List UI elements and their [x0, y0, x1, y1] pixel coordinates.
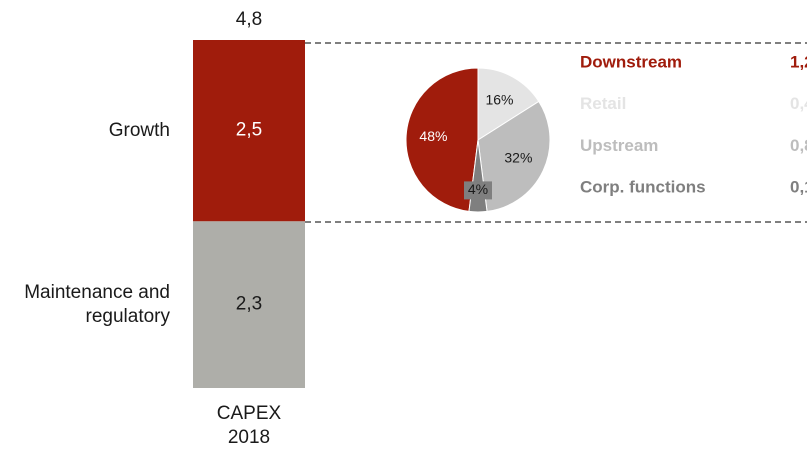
data-label: 48% [419, 128, 447, 144]
x-tick-label: CAPEX 2018 [216, 403, 282, 448]
pie-slice [477, 100, 551, 212]
legend-value: 0,8 [790, 136, 807, 155]
data-label: 32% [504, 150, 532, 166]
pie-slice [405, 67, 479, 212]
legend-value: 1,2 [790, 52, 807, 71]
legend-label: Retail [580, 94, 626, 113]
pie-slice [477, 67, 540, 141]
data-label: 2,3 [236, 294, 262, 315]
legend-label: Downstream [580, 52, 682, 71]
legend-label: Upstream [580, 136, 658, 155]
data-label: 2,5 [236, 120, 262, 141]
data-label: 16% [485, 92, 513, 108]
legend-value: 0,4 [790, 94, 807, 113]
total-label: 4,8 [236, 9, 262, 30]
bar-segment [193, 40, 305, 222]
legend-label: Growth [108, 119, 170, 141]
legend-label: Corp. functions [580, 178, 706, 197]
legend-value: 0,1 [790, 178, 807, 197]
label-box [464, 181, 492, 200]
bar-segment [193, 221, 305, 388]
legend-label: Maintenance and regulatory [24, 281, 170, 327]
data-label: 4% [468, 181, 488, 197]
